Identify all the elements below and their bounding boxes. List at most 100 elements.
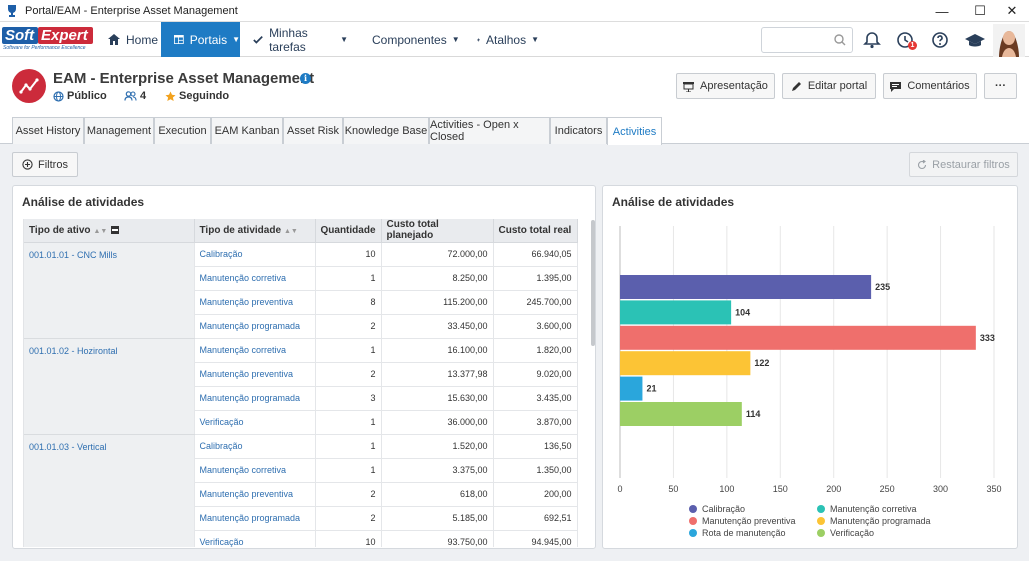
clock-icon[interactable] [896, 31, 914, 49]
nav-minhas-tarefas[interactable]: Minhas tarefas ▼ [253, 22, 348, 57]
legend-item[interactable]: Manutenção preventiva [689, 516, 796, 526]
column-header-quantity[interactable]: Quantidade [315, 219, 382, 243]
nav-home[interactable]: Home [108, 22, 163, 57]
quantity-cell: 3 [315, 386, 382, 411]
table-panel-title: Análise de atividades [22, 195, 145, 209]
real-cost-cell: 9.020,00 [493, 362, 578, 387]
legend-swatch [689, 529, 697, 537]
column-header-label: Tipo de atividade [199, 224, 282, 236]
reset-filters-label: Restaurar filtros [932, 158, 1010, 171]
presentation-button[interactable]: Apresentação [676, 73, 775, 99]
real-cost-cell: 200,00 [493, 482, 578, 507]
info-icon[interactable]: i [300, 73, 311, 84]
column-header-activity-type[interactable]: Tipo de atividade ▲▼ [194, 219, 316, 243]
activity-type-cell[interactable]: Verificação [194, 410, 316, 435]
chart-bar[interactable] [620, 351, 751, 376]
nav-componentes-label: Componentes [372, 32, 447, 47]
tab-execution[interactable]: Execution [154, 117, 211, 144]
graduation-cap-icon[interactable] [965, 31, 985, 49]
edit-portal-button[interactable]: Editar portal [782, 73, 876, 99]
close-button[interactable]: ✕ [1006, 3, 1018, 18]
legend-item[interactable]: Calibração [689, 504, 745, 514]
legend-item[interactable]: Manutenção corretiva [817, 504, 917, 514]
softexpert-logo[interactable]: Soft Expert Software for Performance Exc… [2, 26, 94, 52]
column-header-real-cost[interactable]: Custo total real [493, 219, 578, 243]
activity-type-cell[interactable]: Manutenção corretiva [194, 338, 316, 363]
chart-bar[interactable] [620, 300, 732, 325]
table-row: Manutenção preventiva 2 618,00 200,00 [24, 482, 578, 507]
asset-group-cell[interactable]: 001.01.02 - Hozirontal [24, 338, 195, 435]
chart-bar[interactable] [620, 402, 742, 426]
activity-type-cell[interactable]: Calibração [194, 434, 316, 459]
legend-swatch [817, 517, 825, 525]
tab-activities[interactable]: Activities [607, 117, 662, 145]
planned-cost-cell: 93.750,00 [381, 530, 494, 547]
user-avatar[interactable] [993, 24, 1025, 57]
activity-type-cell[interactable]: Manutenção programada [194, 386, 316, 411]
tab-management[interactable]: Management [84, 117, 154, 144]
activity-type-cell[interactable]: Manutenção programada [194, 314, 316, 339]
filters-button[interactable]: Filtros [12, 152, 78, 177]
more-options-button[interactable]: ··· [984, 73, 1017, 99]
tab-indicators[interactable]: Indicators [550, 117, 607, 144]
sort-icon[interactable]: ▲▼ [93, 227, 108, 235]
collapse-icon[interactable] [111, 226, 120, 235]
chart-bar[interactable] [620, 325, 976, 350]
legend-item[interactable]: Verificação [817, 528, 874, 538]
real-cost-cell: 94.945,00 [493, 530, 578, 547]
activity-type-cell[interactable]: Manutenção preventiva [194, 482, 316, 507]
help-icon[interactable] [931, 31, 949, 49]
column-header-asset-type[interactable]: Tipo de ativo ▲▼ [24, 219, 195, 243]
tab-asset-risk[interactable]: Asset Risk [283, 117, 343, 144]
table-row: Manutenção corretiva 1 8.250,00 1.395,00 [24, 266, 578, 291]
tab-knowledge-base[interactable]: Knowledge Base [343, 117, 429, 144]
asset-group-cell[interactable]: 001.01.03 - Vertical [24, 434, 195, 547]
legend-item[interactable]: Rota de manutenção [689, 528, 786, 538]
quantity-cell: 1 [315, 338, 382, 363]
refresh-icon [918, 159, 927, 169]
real-cost-cell: 3.600,00 [493, 314, 578, 339]
chart-bar[interactable] [620, 376, 643, 401]
tab-asset-history[interactable]: Asset History [12, 117, 84, 144]
logo-tagline: Software for Performance Excellence [3, 45, 86, 51]
tab-activities-open-closed[interactable]: Activities - Open x Closed [429, 117, 550, 144]
activity-type-cell[interactable]: Calibração [194, 242, 316, 267]
reset-filters-button[interactable]: Restaurar filtros [909, 152, 1018, 177]
members-label: 4 [140, 90, 147, 102]
planned-cost-cell: 36.000,00 [381, 410, 494, 435]
comments-button[interactable]: Comentários [883, 73, 977, 99]
activity-type-cell[interactable]: Manutenção corretiva [194, 458, 316, 483]
activity-type-cell[interactable]: Manutenção preventiva [194, 290, 316, 315]
real-cost-cell: 3.435,00 [493, 386, 578, 411]
asset-group-cell[interactable]: 001.01.01 - CNC Mills [24, 242, 195, 339]
nav-atalhos[interactable]: Atalhos ▼ [477, 22, 539, 57]
search-input[interactable] [761, 27, 853, 53]
members-count[interactable]: 4 [124, 90, 146, 102]
column-header-planned-cost[interactable]: Custo total planejado [381, 219, 494, 243]
follow-status[interactable]: Seguindo [165, 90, 229, 102]
bell-icon[interactable] [863, 31, 881, 49]
legend-swatch [817, 505, 825, 513]
notification-badge: 1 [908, 41, 917, 50]
nav-componentes[interactable]: Componentes ▼ [366, 22, 460, 57]
star-icon [165, 91, 176, 101]
tab-eam-kanban[interactable]: EAM Kanban [211, 117, 283, 144]
chart-bar[interactable] [620, 275, 872, 299]
table-scrollbar[interactable] [591, 220, 595, 346]
plus-circle-icon [22, 159, 33, 170]
portal-chart-icon [12, 69, 46, 103]
maximize-button[interactable]: ☐ [974, 3, 986, 18]
nav-portais[interactable]: Portais ▼ [161, 22, 240, 57]
activity-type-cell[interactable]: Verificação [194, 530, 316, 547]
minimize-button[interactable]: — [935, 3, 949, 19]
activity-type-cell[interactable]: Manutenção preventiva [194, 362, 316, 387]
activity-table: Tipo de ativo ▲▼ Tipo de atividade ▲▼ Quan… [23, 219, 589, 547]
planned-cost-cell: 8.250,00 [381, 266, 494, 291]
activity-type-cell[interactable]: Manutenção programada [194, 506, 316, 531]
legend-item[interactable]: Manutenção programada [817, 516, 931, 526]
planned-cost-cell: 1.520,00 [381, 434, 494, 459]
real-cost-cell: 66.940,05 [493, 242, 578, 267]
sort-icon[interactable]: ▲▼ [284, 227, 298, 235]
activity-type-cell[interactable]: Manutenção corretiva [194, 266, 316, 291]
planned-cost-cell: 115.200,00 [381, 290, 494, 315]
